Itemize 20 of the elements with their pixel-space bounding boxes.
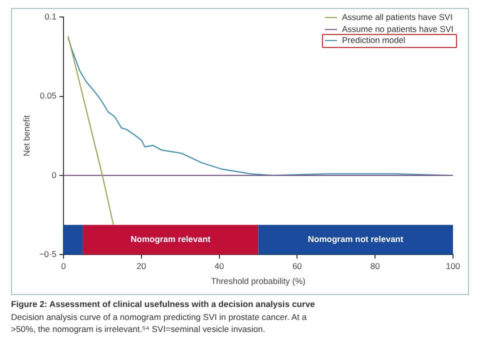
- legend-label: Prediction model: [342, 35, 406, 46]
- text: Decision analysis curve of a nomogram predicting SVI in prostate cancer. At a: [11, 310, 308, 323]
- x-tick-label: 100: [446, 261, 460, 272]
- x-tick-label: 60: [292, 261, 302, 272]
- band-label: Nomogram relevant: [130, 234, 211, 244]
- x-tick-label: 0: [61, 261, 66, 272]
- legend-label: Assume no patients have SVI: [342, 24, 454, 35]
- y-axis-title: Net benefit: [21, 114, 32, 156]
- legend-label: Assume all patients have SVI: [342, 12, 453, 24]
- band-label: Nomogram not relevant: [308, 234, 404, 244]
- y-tick-label: 0.1: [44, 11, 57, 22]
- x-tick-label: 40: [214, 261, 224, 272]
- y-tick-label: −0·5: [39, 248, 57, 259]
- y-tick-label: 0: [52, 170, 57, 180]
- x-axis-title: Threshold probability (%): [210, 276, 306, 286]
- caption: Figure 2: Assessment of clinical usefulness with a decision analysis curve: [11, 298, 316, 310]
- y-tick-label: 0.05: [40, 90, 57, 101]
- x-tick-label: 80: [370, 261, 380, 272]
- text: >50%, the nomogram is irrelevant.⁵⁴ SVI=seminal vesicle invasion.: [11, 323, 266, 336]
- x-tick-label: 20: [136, 261, 146, 272]
